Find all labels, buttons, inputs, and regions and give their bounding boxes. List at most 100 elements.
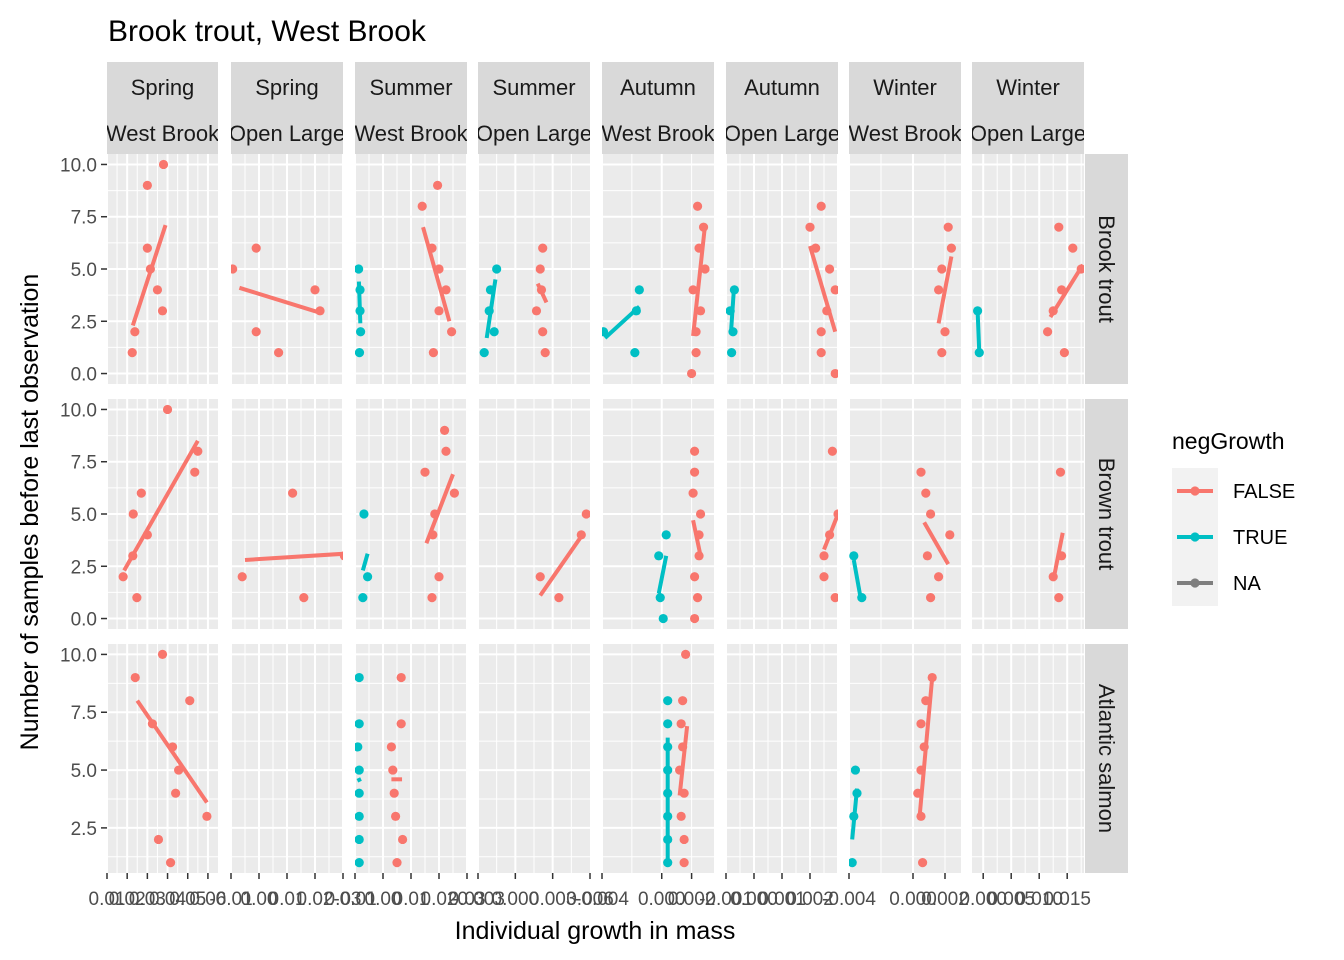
data-point: [679, 788, 689, 798]
data-point: [132, 593, 142, 603]
facet-panel: [106, 399, 218, 629]
data-point: [937, 264, 947, 274]
panel-data: [358, 425, 459, 603]
data-point: [251, 327, 261, 337]
data-point: [728, 327, 738, 337]
data-point: [231, 264, 238, 274]
fit-line: [122, 439, 200, 572]
facet-panel: [230, 399, 344, 629]
data-point: [663, 719, 673, 729]
data-point: [695, 509, 706, 519]
y-tick-label: 7.5: [71, 208, 97, 229]
row-strip-label: Atlantic salmon: [1094, 684, 1119, 833]
x-tick-label: 0.02: [297, 889, 334, 910]
row-strip: [1085, 399, 1128, 629]
data-point: [816, 201, 826, 211]
data-point: [663, 857, 673, 868]
data-point: [127, 348, 137, 358]
fit-line: [238, 285, 322, 315]
facet-panel: [477, 154, 590, 384]
panel-background: [972, 644, 1084, 873]
data-point: [396, 719, 406, 729]
y-tick-label: 7.5: [71, 703, 97, 724]
x-tick-label: 0.01: [393, 889, 430, 910]
data-point: [676, 719, 686, 729]
facet-panel: [354, 399, 468, 629]
facet-panel: [354, 154, 468, 384]
data-point: [535, 264, 545, 274]
data-point: [654, 551, 664, 561]
x-tick-label: 0.003: [529, 889, 577, 910]
data-point: [830, 368, 838, 379]
y-tick-label: 10.0: [60, 645, 97, 666]
data-point: [921, 488, 931, 498]
legend-key-point: [1190, 578, 1200, 588]
data-point: [695, 306, 706, 316]
data-point: [288, 488, 298, 498]
data-point: [355, 285, 365, 295]
data-point: [922, 551, 933, 561]
data-point: [356, 327, 366, 337]
data-point: [315, 306, 325, 316]
data-point: [663, 742, 673, 752]
data-point: [602, 327, 609, 337]
data-point: [274, 348, 284, 358]
col-strip-river: Open Large: [970, 121, 1086, 146]
data-point: [389, 788, 399, 798]
data-point: [927, 672, 937, 683]
data-point: [937, 348, 947, 358]
col-strip: [972, 62, 1084, 154]
data-point: [916, 467, 926, 477]
data-point: [833, 509, 838, 519]
x-tick-label: 0.00: [241, 889, 278, 910]
facet-panel: [601, 154, 714, 384]
data-point: [825, 530, 835, 540]
data-point: [428, 530, 438, 540]
data-point: [816, 327, 826, 337]
x-tick-label: 0.000: [638, 889, 686, 910]
data-point: [142, 530, 152, 540]
data-point: [162, 404, 173, 415]
panel-data: [973, 222, 1084, 358]
col-strip-season: Winter: [873, 75, 937, 100]
data-point: [921, 696, 931, 706]
data-point: [681, 649, 691, 660]
facet-panel: [972, 644, 1084, 873]
data-point: [581, 509, 590, 519]
panel-background: [849, 644, 961, 873]
data-point: [634, 285, 644, 295]
legend-key-point: [1190, 486, 1200, 496]
x-tick-label: 0.000: [730, 889, 778, 910]
data-point: [441, 446, 451, 456]
data-point: [153, 834, 164, 845]
data-point: [576, 530, 586, 540]
fit-line: [356, 777, 362, 783]
data-point: [427, 593, 437, 603]
col-strip-season: Spring: [131, 75, 195, 100]
data-point: [554, 593, 564, 603]
x-tick-label: 0.04: [149, 889, 186, 910]
fit-line: [691, 224, 708, 337]
x-tick-label: 0.002: [786, 889, 834, 910]
data-point: [237, 572, 247, 582]
data-point: [310, 285, 320, 295]
data-point: [918, 857, 928, 868]
data-point: [675, 765, 685, 775]
y-tick-label: 7.5: [71, 453, 97, 474]
col-strip-season: Autumn: [744, 75, 820, 100]
data-point: [492, 264, 502, 274]
panel-data: [726, 201, 838, 379]
data-point: [658, 613, 668, 624]
data-point: [118, 572, 128, 582]
y-tick-label: 10.0: [60, 155, 97, 176]
data-point: [1048, 306, 1058, 316]
fit-line: [360, 553, 370, 572]
data-point: [916, 719, 926, 729]
data-point: [691, 327, 701, 337]
data-point: [427, 243, 437, 253]
data-point: [339, 551, 343, 561]
data-point: [355, 857, 364, 868]
facet-panel: [725, 399, 839, 629]
fit-line: [538, 531, 586, 597]
panel-data: [130, 649, 212, 868]
